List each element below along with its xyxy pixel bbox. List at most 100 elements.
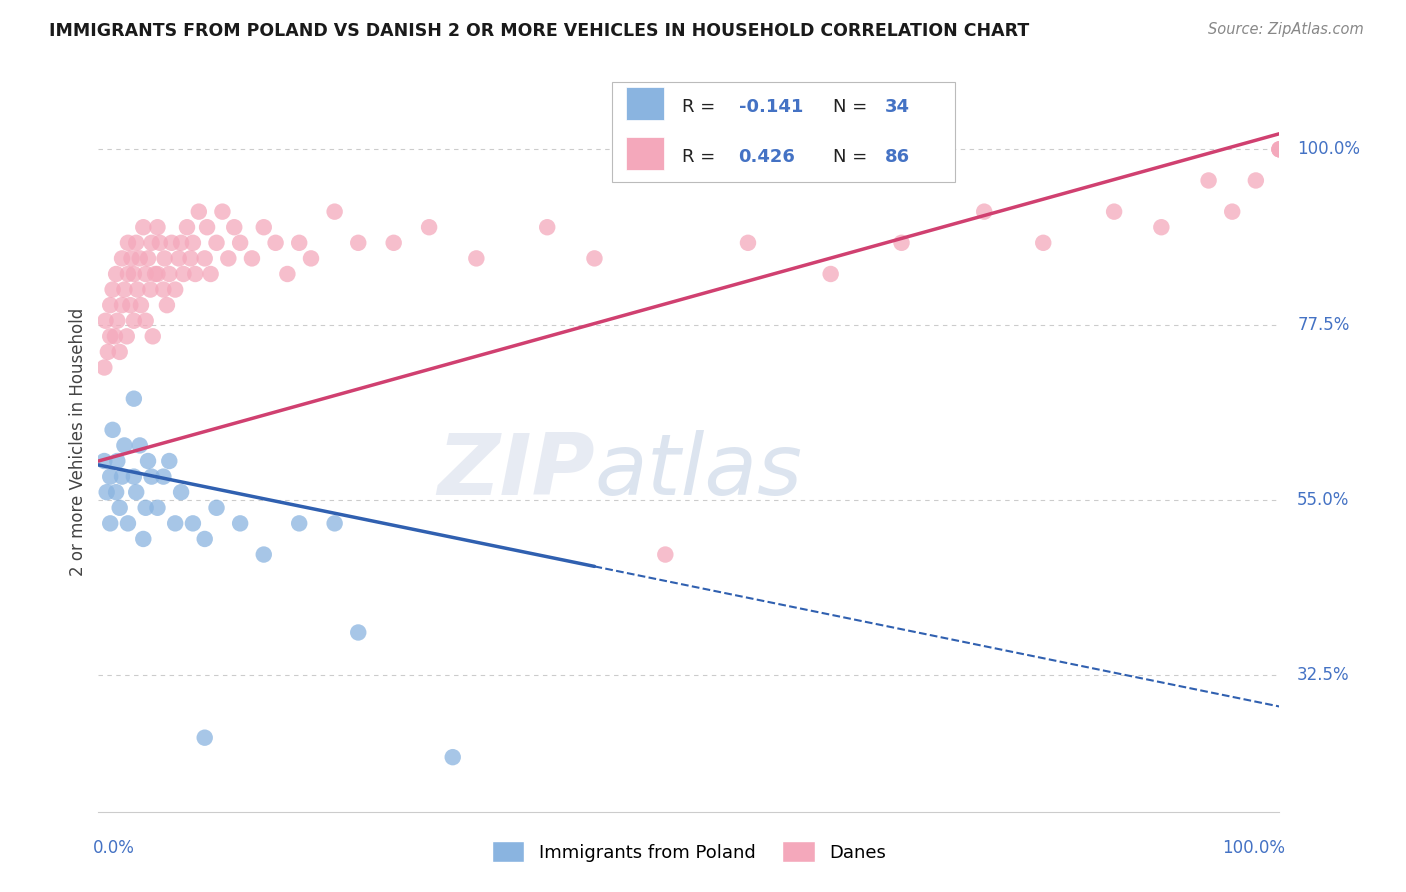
- Point: [122, 469, 145, 483]
- Point: [141, 235, 163, 250]
- Point: [583, 252, 606, 266]
- Point: [253, 220, 276, 235]
- Point: [288, 235, 311, 250]
- Point: [382, 235, 405, 250]
- Text: IMMIGRANTS FROM POLAND VS DANISH 2 OR MORE VEHICLES IN HOUSEHOLD CORRELATION CHA: IMMIGRANTS FROM POLAND VS DANISH 2 OR MO…: [49, 22, 1029, 40]
- Text: N =: N =: [832, 98, 873, 117]
- Point: [323, 516, 346, 531]
- Point: [194, 252, 217, 266]
- Point: [143, 267, 166, 281]
- Point: [1102, 204, 1125, 219]
- Text: R =: R =: [682, 98, 721, 117]
- Point: [194, 731, 217, 745]
- Point: [224, 220, 246, 235]
- Point: [167, 252, 190, 266]
- Point: [180, 252, 202, 266]
- Point: [146, 267, 169, 281]
- Point: [108, 500, 131, 515]
- Point: [347, 625, 370, 640]
- Point: [122, 392, 145, 406]
- Point: [299, 252, 322, 266]
- Point: [181, 235, 204, 250]
- Text: 77.5%: 77.5%: [1298, 316, 1350, 334]
- Point: [229, 516, 252, 531]
- Point: [536, 220, 558, 235]
- Point: [105, 454, 128, 468]
- Point: [111, 252, 134, 266]
- Point: [139, 283, 162, 297]
- Point: [97, 345, 120, 359]
- Point: [132, 220, 155, 235]
- Point: [1198, 173, 1220, 187]
- Text: 86: 86: [884, 148, 910, 167]
- Text: 55.0%: 55.0%: [1298, 491, 1350, 509]
- Point: [135, 267, 157, 281]
- Point: [128, 438, 150, 452]
- Point: [112, 283, 135, 297]
- Text: 34: 34: [884, 98, 910, 117]
- Point: [1268, 142, 1291, 156]
- Legend: Immigrants from Poland, Danes: Immigrants from Poland, Danes: [485, 834, 893, 870]
- Point: [288, 516, 311, 531]
- Text: N =: N =: [832, 148, 873, 167]
- Point: [181, 516, 204, 531]
- Point: [654, 548, 676, 562]
- Point: [441, 750, 464, 764]
- Point: [157, 267, 180, 281]
- Point: [323, 204, 346, 219]
- Point: [153, 252, 176, 266]
- Point: [115, 329, 138, 343]
- Point: [125, 485, 148, 500]
- Point: [104, 329, 127, 343]
- FancyBboxPatch shape: [626, 136, 664, 169]
- Point: [149, 235, 172, 250]
- Point: [108, 345, 131, 359]
- Point: [117, 235, 139, 250]
- Point: [1150, 220, 1173, 235]
- Text: 0.0%: 0.0%: [93, 839, 135, 857]
- Point: [125, 235, 148, 250]
- Point: [240, 252, 263, 266]
- Point: [152, 283, 174, 297]
- Point: [117, 516, 139, 531]
- Point: [200, 267, 222, 281]
- Text: R =: R =: [682, 148, 721, 167]
- Point: [165, 283, 187, 297]
- Point: [98, 469, 121, 483]
- Point: [142, 329, 165, 343]
- Point: [135, 314, 157, 328]
- Point: [120, 298, 142, 312]
- Point: [127, 283, 149, 297]
- Point: [217, 252, 239, 266]
- Y-axis label: 2 or more Vehicles in Household: 2 or more Vehicles in Household: [69, 308, 87, 575]
- Point: [187, 204, 209, 219]
- Point: [105, 314, 128, 328]
- Text: 100.0%: 100.0%: [1222, 839, 1285, 857]
- Point: [205, 235, 228, 250]
- Point: [136, 454, 159, 468]
- Point: [737, 235, 759, 250]
- Point: [1032, 235, 1054, 250]
- Point: [98, 329, 121, 343]
- Point: [205, 500, 228, 515]
- Point: [152, 469, 174, 483]
- Point: [105, 267, 128, 281]
- Point: [93, 360, 115, 375]
- Point: [1268, 142, 1291, 156]
- FancyBboxPatch shape: [626, 87, 664, 120]
- Point: [112, 438, 135, 452]
- Point: [101, 283, 124, 297]
- Point: [973, 204, 995, 219]
- Point: [820, 267, 842, 281]
- Point: [136, 252, 159, 266]
- Point: [418, 220, 440, 235]
- Text: 100.0%: 100.0%: [1298, 140, 1360, 158]
- Point: [264, 235, 287, 250]
- Point: [229, 235, 252, 250]
- Point: [170, 235, 193, 250]
- Point: [465, 252, 488, 266]
- Point: [141, 469, 163, 483]
- Point: [128, 252, 150, 266]
- Point: [1268, 142, 1291, 156]
- Point: [157, 454, 180, 468]
